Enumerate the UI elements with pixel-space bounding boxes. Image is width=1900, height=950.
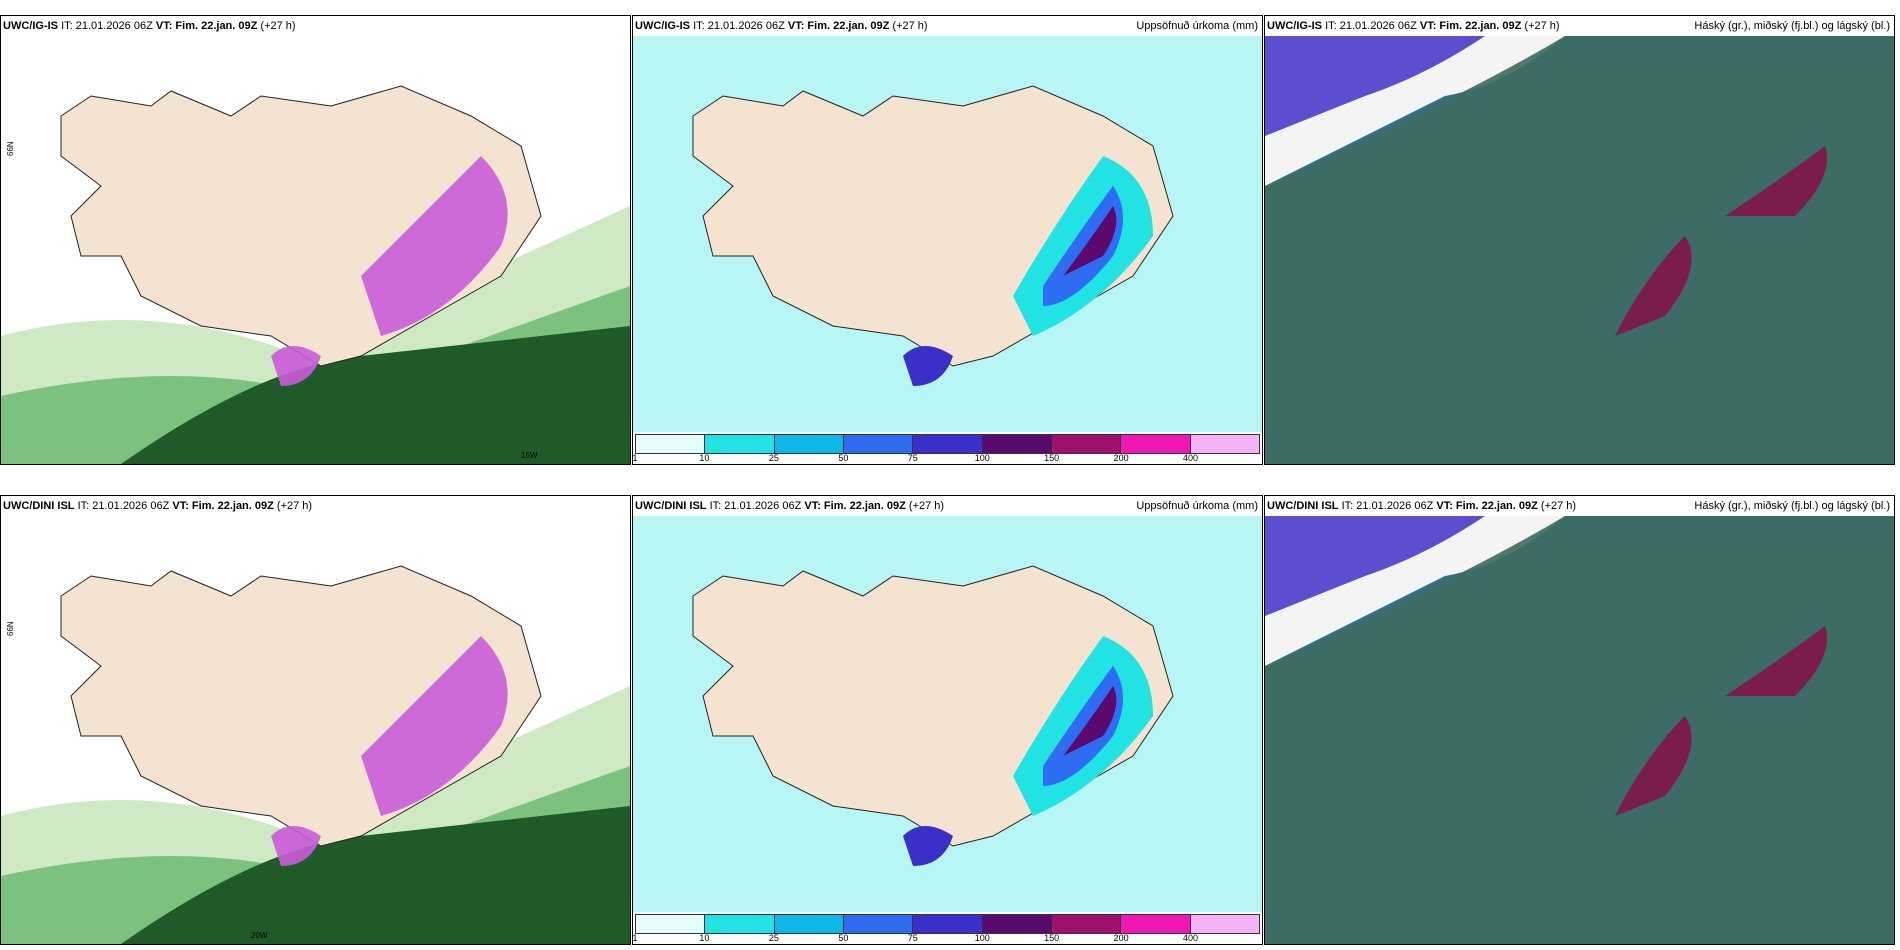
- panel-header: UWC/IG-IS IT: 21.01.2026 06Z VT: Fim. 22…: [633, 16, 1262, 36]
- colorbar: 1 10 25 50 75 100 150 200 400: [633, 912, 1262, 944]
- init-time: IT: 21.01.2026 06Z: [1341, 500, 1434, 512]
- valid-label: VT:: [1436, 500, 1453, 512]
- init-time: IT: 21.01.2026 06Z: [77, 500, 170, 512]
- colorbar-swatch: [1121, 435, 1191, 453]
- panel-header: UWC/DINI ISL IT: 21.01.2026 06Z VT: Fim.…: [1265, 496, 1894, 516]
- panel-cloud-r1: UWC/IG-IS IT: 21.01.2026 06Z VT: Fim. 22…: [1264, 15, 1895, 465]
- cloud-title: Háský (gr.), miðský (fj.bl.) og lágský (…: [1694, 20, 1890, 32]
- colorbar-label: 75: [907, 453, 918, 463]
- model-name: UWC/DINI ISL: [1267, 500, 1339, 512]
- colorbar-label: 25: [768, 933, 779, 943]
- colorbar-swatch: [1190, 915, 1259, 933]
- model-name: UWC/IG-IS: [3, 20, 58, 32]
- precip-map: [633, 516, 1262, 912]
- colorbar-label: 10: [699, 933, 710, 943]
- lon-label: 20W: [251, 931, 268, 940]
- panel-cloud-r2: UWC/DINI ISL IT: 21.01.2026 06Z VT: Fim.…: [1264, 495, 1895, 945]
- colorbar-label: 400: [1183, 933, 1199, 943]
- colorbar-label: 50: [838, 453, 849, 463]
- cloud-map: [1265, 36, 1894, 464]
- lat-label: 66N: [6, 141, 15, 156]
- panel-header: UWC/DINI ISL IT: 21.01.2026 06Z VT: Fim.…: [1, 496, 630, 516]
- wind-map: 66N 20W: [1, 516, 630, 944]
- init-time: IT: 21.01.2026 06Z: [693, 20, 785, 32]
- colorbar-label: 10: [699, 453, 710, 463]
- colorbar-label: 150: [1044, 453, 1060, 463]
- model-name: UWC/DINI ISL: [3, 500, 75, 512]
- lead-time: (+27 h): [276, 500, 313, 512]
- valid-time: Fim. 22.jan. 09Z: [1439, 20, 1522, 32]
- colorbar-swatch: [774, 435, 844, 453]
- colorbar-swatch: [843, 435, 914, 453]
- valid-time: Fim. 22.jan. 09Z: [1455, 500, 1538, 512]
- panel-header: UWC/IG-IS IT: 21.01.2026 06Z VT: Fim. 22…: [1265, 16, 1894, 36]
- init-time: IT: 21.01.2026 06Z: [61, 20, 153, 32]
- colorbar-swatch: [982, 915, 1052, 933]
- precip-title: Uppsöfnuð úrkoma (mm): [1136, 20, 1258, 32]
- colorbar-label: 25: [768, 453, 779, 463]
- panel-precip-r2: UWC/DINI ISL IT: 21.01.2026 06Z VT: Fim.…: [632, 495, 1263, 945]
- colorbar-label: 200: [1113, 453, 1129, 463]
- colorbar-swatch: [982, 435, 1052, 453]
- valid-label: VT:: [172, 500, 189, 512]
- colorbar-label: 150: [1044, 933, 1060, 943]
- colorbar-swatch: [774, 915, 844, 933]
- valid-label: VT:: [155, 20, 173, 32]
- colorbar-swatch: [1190, 435, 1259, 453]
- colorbar-label: 75: [907, 933, 918, 943]
- panel-wind-r1: UWC/IG-IS IT: 21.01.2026 06Z VT: Fim. 22…: [0, 15, 631, 465]
- valid-label: VT:: [1419, 20, 1437, 32]
- colorbar-swatch: [1051, 915, 1122, 933]
- valid-time: Fim. 22.jan. 09Z: [823, 500, 906, 512]
- model-name: UWC/IG-IS: [1267, 20, 1322, 32]
- colorbar-swatch: [636, 915, 706, 933]
- colorbar-label: 50: [838, 933, 849, 943]
- colorbar-label: 100: [974, 453, 990, 463]
- colorbar-swatch: [705, 915, 775, 933]
- colorbar-label: 400: [1183, 453, 1199, 463]
- precip-title: Uppsöfnuð úrkoma (mm): [1136, 500, 1258, 512]
- lon-label: 15W: [521, 451, 538, 460]
- lat-label: 66N: [6, 621, 15, 636]
- cloud-map: [1265, 516, 1894, 944]
- colorbar-swatch: [913, 435, 983, 453]
- colorbar-label: 1: [632, 453, 638, 463]
- lead-time: (+27 h): [1524, 20, 1560, 32]
- colorbar-swatch: [705, 435, 775, 453]
- precip-map: [633, 36, 1262, 432]
- lead-time: (+27 h): [260, 20, 296, 32]
- colorbar-swatch: [1051, 435, 1122, 453]
- colorbar-swatch: [843, 915, 914, 933]
- colorbar-label: 1: [632, 933, 638, 943]
- valid-time: Fim. 22.jan. 09Z: [175, 20, 258, 32]
- valid-label: VT:: [787, 20, 805, 32]
- colorbar-swatch: [1121, 915, 1191, 933]
- valid-time: Fim. 22.jan. 09Z: [807, 20, 890, 32]
- panel-precip-r1: UWC/IG-IS IT: 21.01.2026 06Z VT: Fim. 22…: [632, 15, 1263, 465]
- wind-map: 66N 15W: [1, 36, 630, 464]
- colorbar-swatch: [913, 915, 983, 933]
- panel-header: UWC/DINI ISL IT: 21.01.2026 06Z VT: Fim.…: [633, 496, 1262, 516]
- colorbar-swatch: [636, 435, 706, 453]
- panel-header: UWC/IG-IS IT: 21.01.2026 06Z VT: Fim. 22…: [1, 16, 630, 36]
- cloud-title: Háský (gr.), miðský (fj.bl.) og lágský (…: [1694, 500, 1890, 512]
- valid-time: Fim. 22.jan. 09Z: [191, 500, 274, 512]
- lead-time: (+27 h): [892, 20, 928, 32]
- init-time: IT: 21.01.2026 06Z: [709, 500, 802, 512]
- lead-time: (+27 h): [908, 500, 945, 512]
- lead-time: (+27 h): [1540, 500, 1577, 512]
- model-name: UWC/IG-IS: [635, 20, 690, 32]
- init-time: IT: 21.01.2026 06Z: [1325, 20, 1417, 32]
- panel-wind-r2: UWC/DINI ISL IT: 21.01.2026 06Z VT: Fim.…: [0, 495, 631, 945]
- colorbar: 1 10 25 50 75 100 150 200 400: [633, 432, 1262, 464]
- model-name: UWC/DINI ISL: [635, 500, 707, 512]
- colorbar-label: 100: [974, 933, 990, 943]
- valid-label: VT:: [804, 500, 821, 512]
- colorbar-label: 200: [1113, 933, 1129, 943]
